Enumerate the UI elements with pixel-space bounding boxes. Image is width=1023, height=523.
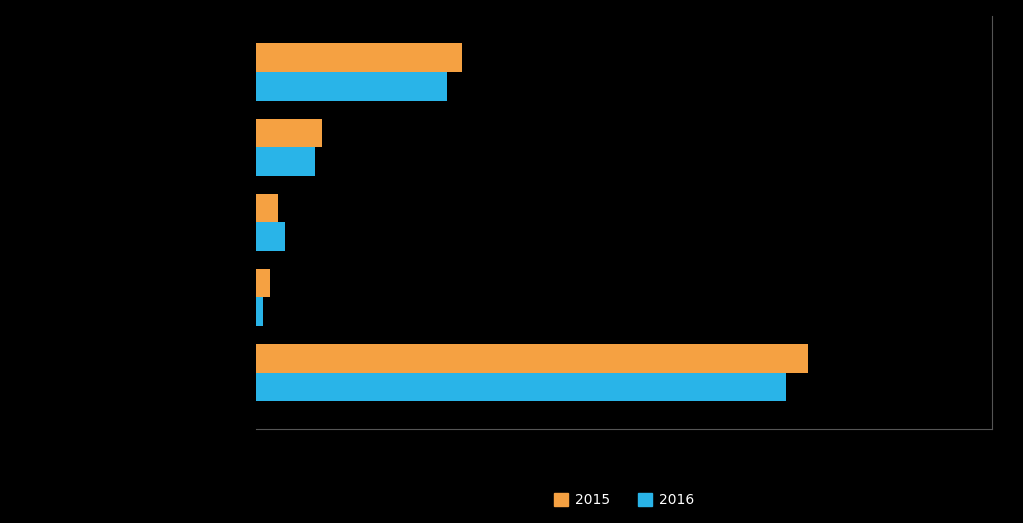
Bar	[256, 344, 808, 372]
Bar	[256, 269, 270, 298]
Bar	[256, 194, 278, 222]
Bar	[256, 72, 447, 100]
Bar	[256, 298, 263, 326]
Bar	[256, 119, 322, 147]
Bar	[256, 147, 315, 176]
Bar	[256, 43, 462, 72]
Bar	[256, 372, 786, 401]
Legend: 2015, 2016: 2015, 2016	[548, 488, 700, 513]
Bar	[256, 222, 285, 251]
